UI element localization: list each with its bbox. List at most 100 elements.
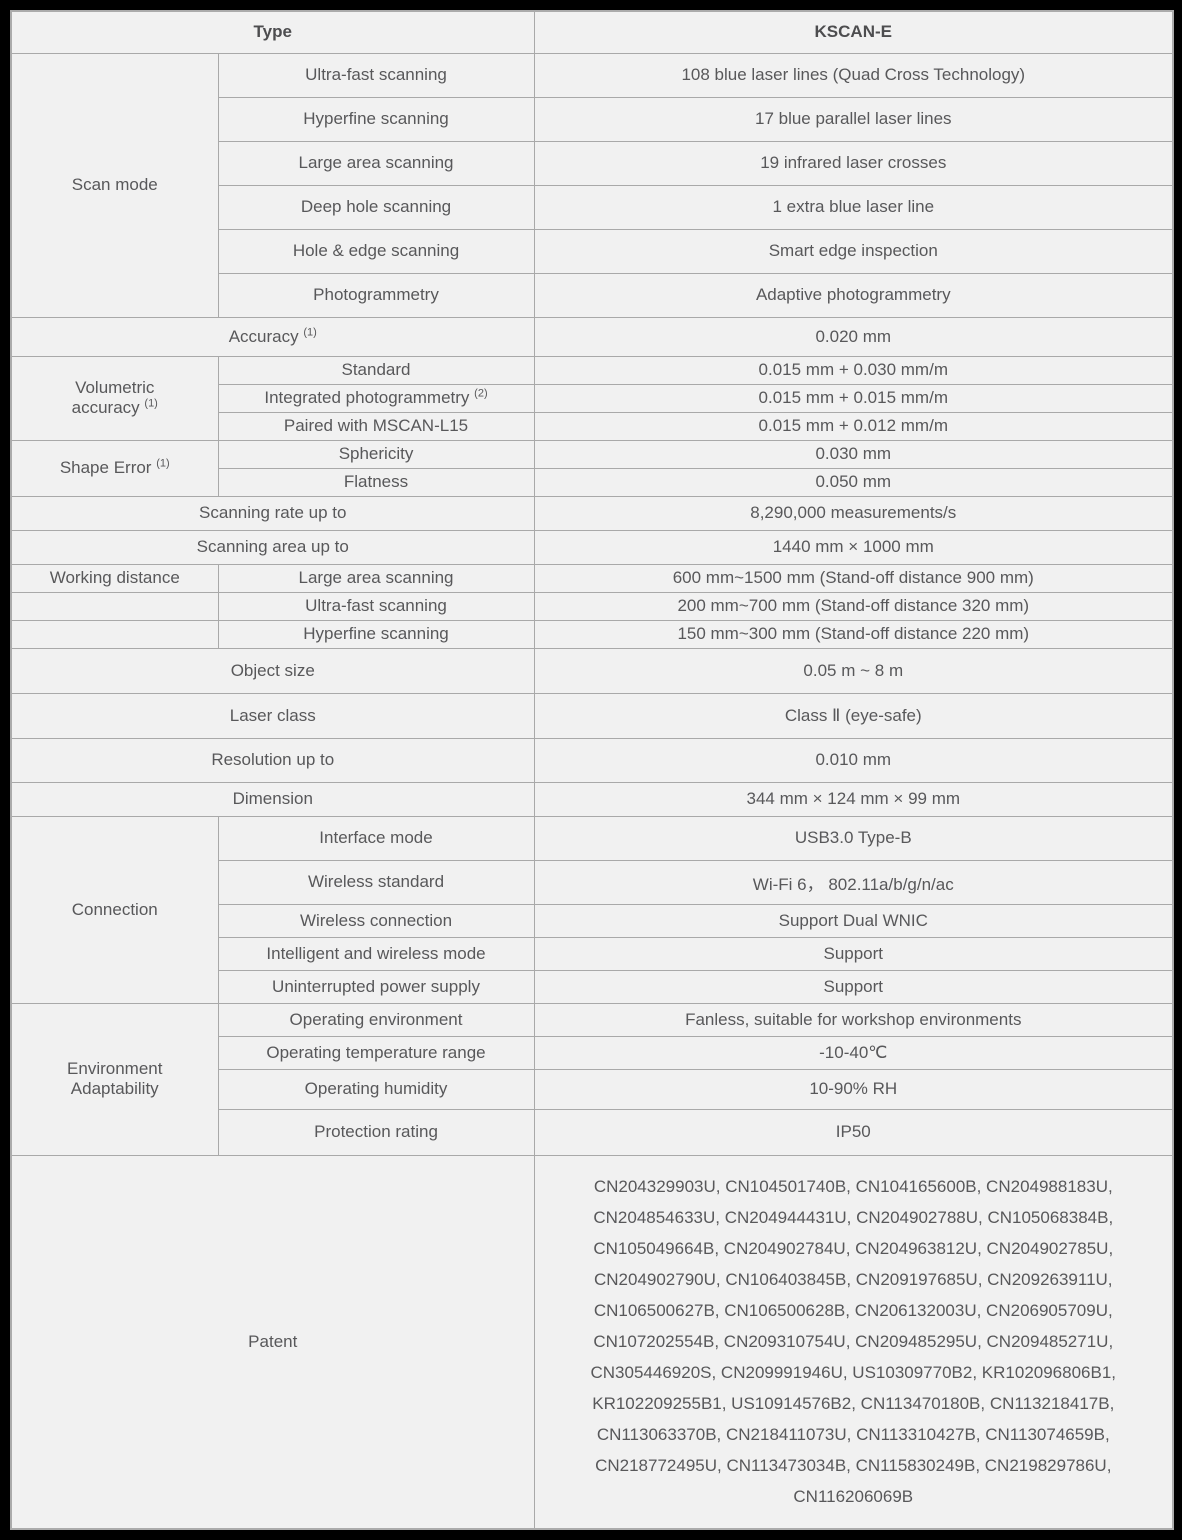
environment-temperature-value: -10-40℃ [533,1035,1174,1070]
table-row: Hole & edge scanning Smart edge inspecti… [11,228,1174,274]
resolution-value: 0.010 mm [533,737,1174,783]
environment-group-line2: Adaptability [70,1079,159,1098]
working-distance-large-area-label: Large area scanning [217,563,535,593]
object-size-value: 0.05 m ~ 8 m [533,647,1174,694]
volumetric-standard-label: Standard [217,355,535,385]
connection-ups-label: Uninterrupted power supply [217,969,535,1004]
scanning-area-label: Scanning area up to [10,529,535,565]
group-scan-mode: Scan mode [10,52,219,318]
table-row: Object size 0.05 m ~ 8 m [10,647,1174,694]
table-row: Scanning area up to 1440 mm × 1000 mm [10,529,1174,565]
table-row: Photogrammetry Adaptive photogrammetry [11,272,1174,318]
header-row: Type KSCAN-E [10,10,1174,54]
connection-interface-label: Interface mode [217,815,535,861]
volumetric-group-line1: Volumetric [75,378,155,397]
connection-interface-value: USB3.0 Type-B [533,815,1174,861]
dimension-label: Dimension [10,781,535,817]
table-row: Operating temperature range -10-40℃ [11,1035,1174,1070]
shape-error-flatness-label: Flatness [217,467,535,497]
environment-operating-env-value: Fanless, suitable for workshop environme… [533,1002,1174,1037]
volumetric-group-line2: accuracy [71,398,140,417]
scanning-area-value: 1440 mm × 1000 mm [533,529,1174,565]
table-row: Wireless connection Support Dual WNIC [11,903,1174,938]
table-row: Flatness 0.050 mm [11,467,1174,497]
scan-mode-ultra-fast-value: 108 blue laser lines (Quad Cross Technol… [533,52,1174,98]
patent-label: Patent [10,1154,535,1530]
table-row: Hyperfine scanning 150 mm~300 mm (Stand-… [10,619,1174,649]
scan-mode-hyperfine-value: 17 blue parallel laser lines [533,96,1174,142]
environment-temperature-label: Operating temperature range [217,1035,535,1070]
patent-list: CN204329903U, CN104501740B, CN104165600B… [590,1177,1117,1507]
working-distance-empty-cell [10,619,219,649]
volumetric-integrated-label-text: Integrated photogrammetry [264,388,470,407]
scanning-rate-value: 8,290,000 measurements/s [533,495,1174,531]
table-row: Patent CN204329903U, CN104501740B, CN104… [10,1154,1174,1530]
shape-error-group-text: Shape Error [59,458,152,477]
header-model-cell: KSCAN-E [533,10,1174,54]
group-environment-adaptability: Environment Adaptability [10,1002,219,1156]
group-connection: Connection [10,815,219,1004]
environment-group-line1: Environment [67,1059,163,1078]
laser-class-label: Laser class [10,692,535,739]
working-distance-hyperfine-label: Hyperfine scanning [217,619,535,649]
table-row: Environment Adaptability Operating envir… [10,1002,1174,1156]
connection-wireless-connection-label: Wireless connection [217,903,535,938]
working-distance-hyperfine-value: 150 mm~300 mm (Stand-off distance 220 mm… [533,619,1174,649]
table-row: Resolution up to 0.010 mm [10,737,1174,783]
connection-ups-value: Support [533,969,1174,1004]
environment-protection-value: IP50 [533,1108,1174,1156]
connection-intelligent-label: Intelligent and wireless mode [217,936,535,971]
accuracy-footnote-marker: (1) [303,325,317,338]
volumetric-integrated-value: 0.015 mm + 0.015 mm/m [533,383,1174,413]
table-row: Scan mode Ultra-fast scanning 108 blue l… [10,52,1174,318]
volumetric-footnote-marker: (1) [144,397,158,410]
scanning-rate-label: Scanning rate up to [10,495,535,531]
patent-value: CN204329903U, CN104501740B, CN104165600B… [533,1154,1174,1530]
environment-operating-env-label: Operating environment [217,1002,535,1037]
scan-mode-deep-hole-value: 1 extra blue laser line [533,184,1174,230]
shape-error-sphericity-label: Sphericity [217,439,535,469]
table-row: Connection Interface mode USB3.0 Type-B [10,815,1174,1004]
environment-humidity-value: 10-90% RH [533,1068,1174,1110]
table-row: Accuracy (1) 0.020 mm [10,316,1174,357]
table-row: Dimension 344 mm × 124 mm × 99 mm [10,781,1174,817]
connection-wireless-standard-label: Wireless standard [217,859,535,905]
table-row: Scanning rate up to 8,290,000 measuremen… [10,495,1174,531]
accuracy-label: Accuracy (1) [10,316,535,357]
table-row: Intelligent and wireless mode Support [11,936,1174,971]
table-row: Hyperfine scanning 17 blue parallel lase… [11,96,1174,142]
table-row: Deep hole scanning 1 extra blue laser li… [11,184,1174,230]
working-distance-ultra-fast-value: 200 mm~700 mm (Stand-off distance 320 mm… [533,591,1174,621]
accuracy-value: 0.020 mm [533,316,1174,357]
volumetric-integrated-label: Integrated photogrammetry (2) [217,383,535,413]
volumetric-integrated-footnote-marker: (2) [474,387,488,400]
volumetric-mscan-label: Paired with MSCAN-L15 [217,411,535,441]
table-row: Working distance Large area scanning 600… [10,563,1174,593]
scan-mode-photogrammetry-label: Photogrammetry [217,272,535,318]
scan-mode-deep-hole-label: Deep hole scanning [217,184,535,230]
laser-class-value: Class Ⅱ (eye-safe) [533,692,1174,739]
volumetric-standard-value: 0.015 mm + 0.030 mm/m [533,355,1174,385]
object-size-label: Object size [10,647,535,694]
table-row: Shape Error (1) Sphericity 0.030 mm [10,439,1174,497]
shape-error-sphericity-value: 0.030 mm [533,439,1174,469]
scan-mode-hole-edge-label: Hole & edge scanning [217,228,535,274]
scan-mode-ultra-fast-label: Ultra-fast scanning [217,52,535,98]
connection-wireless-standard-value: Wi-Fi 6， 802.11a/b/g/n/ac [533,859,1174,905]
scan-mode-hole-edge-value: Smart edge inspection [533,228,1174,274]
table-row: Laser class Class Ⅱ (eye-safe) [10,692,1174,739]
dimension-value: 344 mm × 124 mm × 99 mm [533,781,1174,817]
environment-protection-label: Protection rating [217,1108,535,1156]
shape-error-flatness-value: 0.050 mm [533,467,1174,497]
group-shape-error: Shape Error (1) [10,439,219,497]
connection-intelligent-value: Support [533,936,1174,971]
table-row: Large area scanning 19 infrared laser cr… [11,140,1174,186]
volumetric-mscan-value: 0.015 mm + 0.012 mm/m [533,411,1174,441]
scan-mode-large-area-label: Large area scanning [217,140,535,186]
scan-mode-hyperfine-label: Hyperfine scanning [217,96,535,142]
header-type-cell: Type [10,10,535,54]
working-distance-large-area-value: 600 mm~1500 mm (Stand-off distance 900 m… [533,563,1174,593]
spec-table: Type KSCAN-E Scan mode Ultra-fast scanni… [10,10,1175,1530]
group-working-distance: Working distance [10,563,219,593]
scan-mode-photogrammetry-value: Adaptive photogrammetry [533,272,1174,318]
